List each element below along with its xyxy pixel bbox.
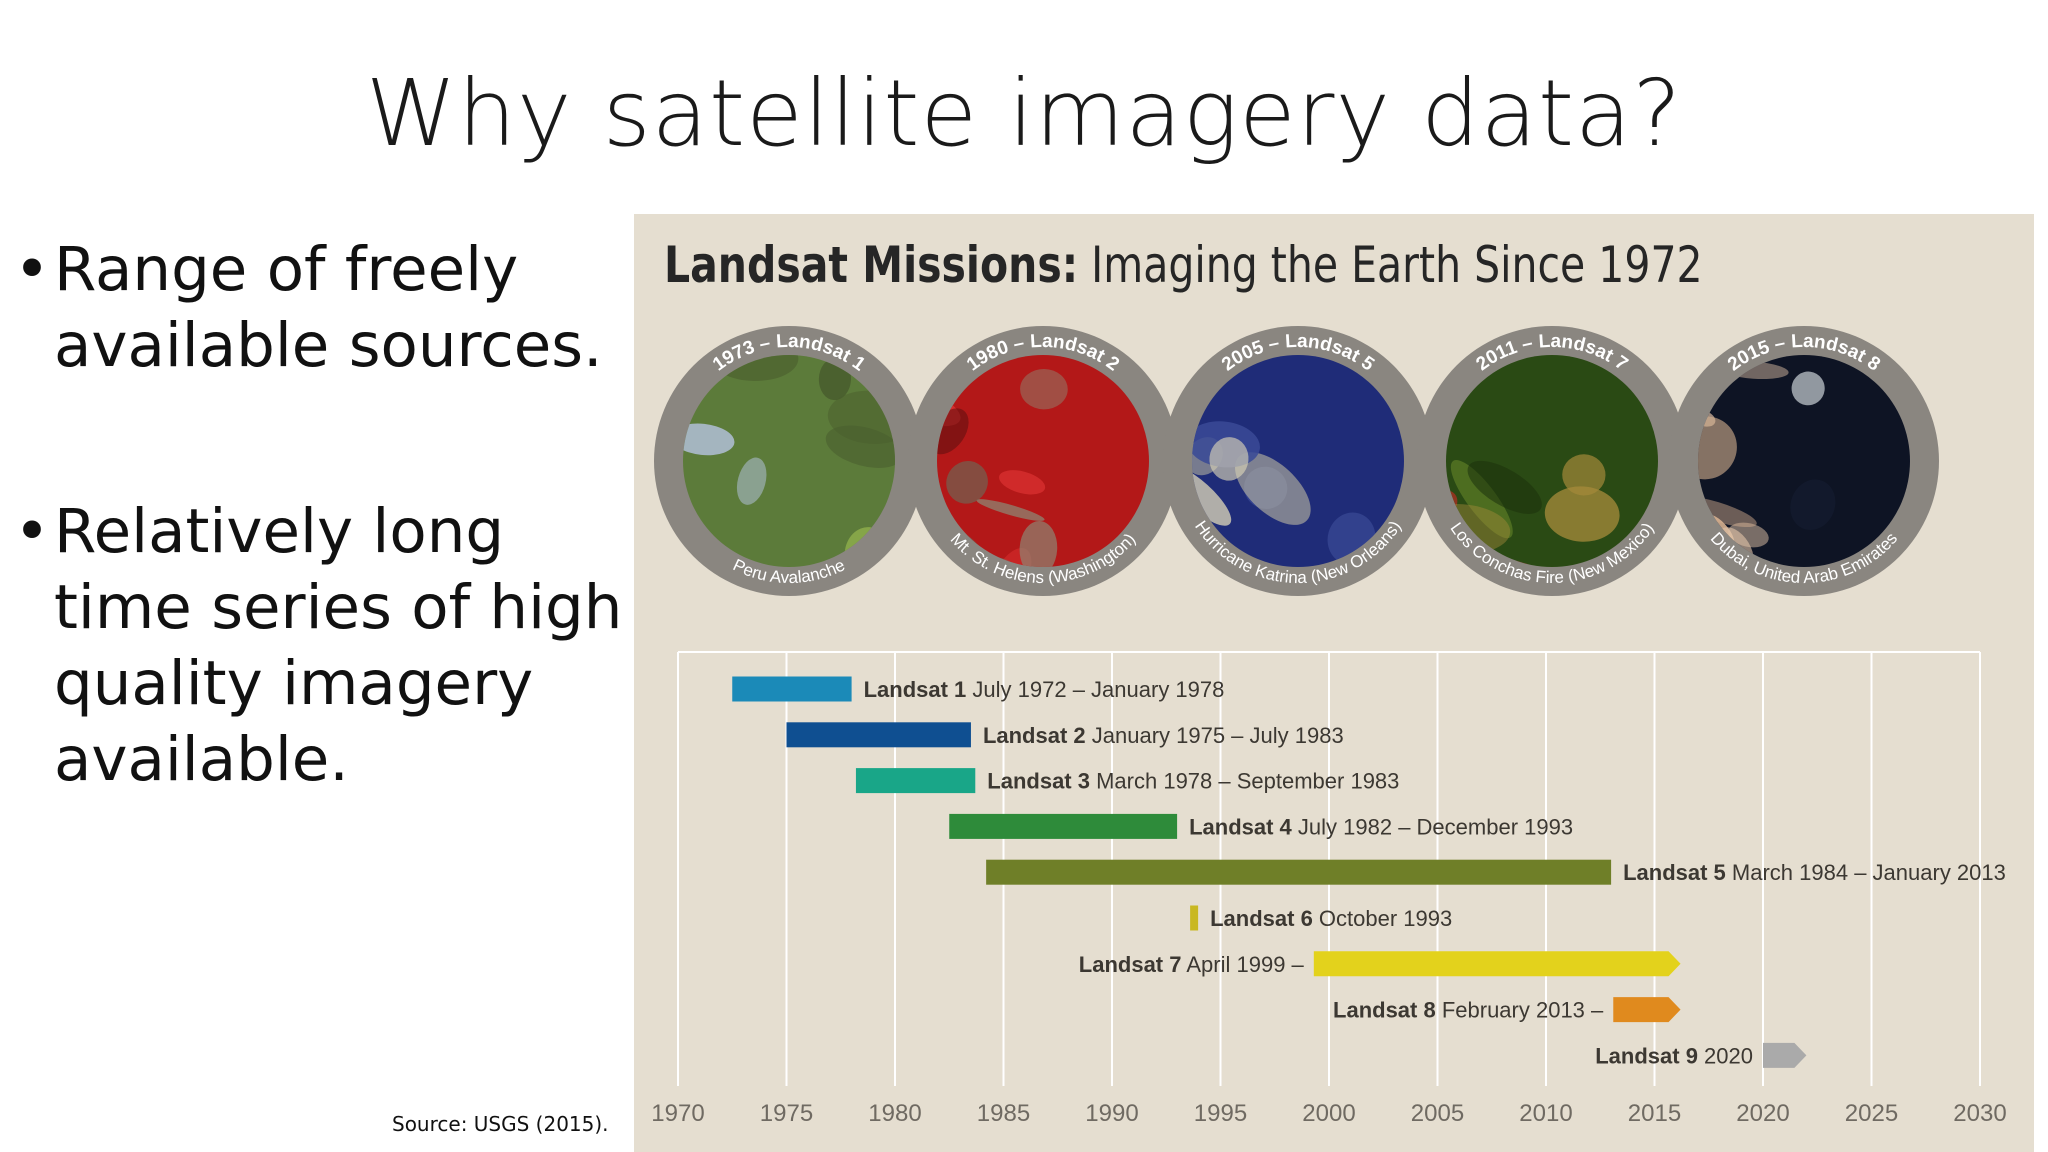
mission-label: Landsat 2 January 1975 – July 1983 [983, 723, 1344, 748]
mission-bar [1313, 951, 1681, 977]
landsat-infographic: Landsat Missions: Imaging the Earth Sinc… [634, 214, 2034, 1152]
infographic-title-bold: Landsat Missions: [664, 236, 1079, 294]
mission-period: February 2013 – [1436, 998, 1604, 1023]
mission-bar [786, 722, 971, 748]
mission-image-item: 2015 – Landsat 8 Dubai, United Arab Emira… [1654, 311, 1954, 611]
x-tick-label: 1985 [977, 1100, 1030, 1127]
x-tick-label: 2020 [1736, 1100, 1789, 1127]
infographic-title: Landsat Missions: Imaging the Earth Sinc… [664, 236, 1703, 294]
source-citation: Source: USGS (2015). [392, 1112, 609, 1136]
mission-name: Landsat 9 [1595, 1043, 1698, 1068]
bullet-item: Relatively long time series of high qual… [14, 494, 654, 798]
mission-label: Landsat 6 October 1993 [1210, 906, 1452, 931]
mission-image-item: 1980 – Landsat 2 Mt. St. Helens (Washingt… [893, 311, 1193, 611]
mission-bar [1763, 1042, 1807, 1068]
x-tick-label: 1970 [651, 1100, 704, 1127]
infographic-title-rest: Imaging the Earth Since 1972 [1078, 236, 1703, 294]
mission-image-item: 1973 – Landsat 1 Peru Avalanche [639, 311, 939, 611]
mission-label: Landsat 3 March 1978 – September 1983 [987, 769, 1399, 794]
mission-label: Landsat 7 April 1999 – [1079, 952, 1305, 977]
mission-name: Landsat 3 [987, 769, 1090, 794]
mission-period: March 1984 – January 2013 [1726, 860, 2006, 885]
mission-bar [986, 859, 1612, 885]
mission-name: Landsat 5 [1623, 860, 1726, 885]
x-tick-label: 2010 [1519, 1100, 1572, 1127]
mission-bar [855, 768, 976, 794]
bullet-item: Range of freely available sources. [14, 232, 654, 384]
mission-label: Landsat 8 February 2013 – [1333, 998, 1604, 1023]
mission-timeline-chart: 1970 1975 1980 1985 1990 1995 2000 2005 2010 2015… [651, 651, 2007, 1127]
bullet-list: Range of freely available sources. Relat… [14, 232, 654, 908]
mission-bar [1613, 997, 1681, 1023]
mission-label: Landsat 4 July 1982 – December 1993 [1189, 814, 1573, 839]
mission-name: Landsat 1 [864, 677, 967, 702]
x-tick-label: 1980 [868, 1100, 921, 1127]
mission-period: July 1982 – December 1993 [1292, 814, 1573, 839]
mission-period: October 1993 [1313, 906, 1452, 931]
mission-label: Landsat 9 2020 [1595, 1043, 1753, 1068]
mission-label: Landsat 1 July 1972 – January 1978 [864, 677, 1225, 702]
mission-name: Landsat 6 [1210, 906, 1313, 931]
mission-image-badge: 1980 – Landsat 2Mt. St. Helens (Washingt… [908, 326, 1178, 596]
mission-image-item: 2011 – Landsat 7 Los Conchas Fire (New Me… [1402, 311, 1702, 611]
x-tick-label: 1995 [1194, 1100, 1247, 1127]
mission-name: Landsat 7 [1079, 952, 1182, 977]
x-tick-label: 2025 [1845, 1100, 1898, 1127]
mission-label: Landsat 5 March 1984 – January 2013 [1623, 860, 2006, 885]
mission-period: July 1972 – January 1978 [966, 677, 1224, 702]
mission-name: Landsat 2 [983, 723, 1086, 748]
mission-name: Landsat 8 [1333, 998, 1436, 1023]
satellite-image [683, 355, 895, 567]
x-tick-label: 2030 [1953, 1100, 2006, 1127]
mission-period: March 1978 – September 1983 [1090, 769, 1399, 794]
mission-bar [949, 813, 1178, 839]
mission-name: Landsat 4 [1189, 814, 1292, 839]
x-tick-label: 1975 [760, 1100, 813, 1127]
x-tick-label: 2005 [1411, 1100, 1464, 1127]
x-tick-label: 2015 [1628, 1100, 1681, 1127]
mission-period: 2020 [1698, 1043, 1753, 1068]
mission-image-item: 2005 – Landsat 5 Hurricane Katrina (New O… [1148, 311, 1448, 611]
mission-period: April 1999 – [1181, 952, 1304, 977]
slide-title: Why satellite imagery data? [365, 60, 1683, 167]
satellite-image [1446, 355, 1658, 567]
mission-bar [732, 676, 852, 702]
x-tick-label: 1990 [1085, 1100, 1138, 1127]
mission-bar [1190, 905, 1199, 931]
x-tick-label: 2000 [1302, 1100, 1355, 1127]
satellite-image [937, 355, 1149, 567]
mission-period: January 1975 – July 1983 [1086, 723, 1344, 748]
